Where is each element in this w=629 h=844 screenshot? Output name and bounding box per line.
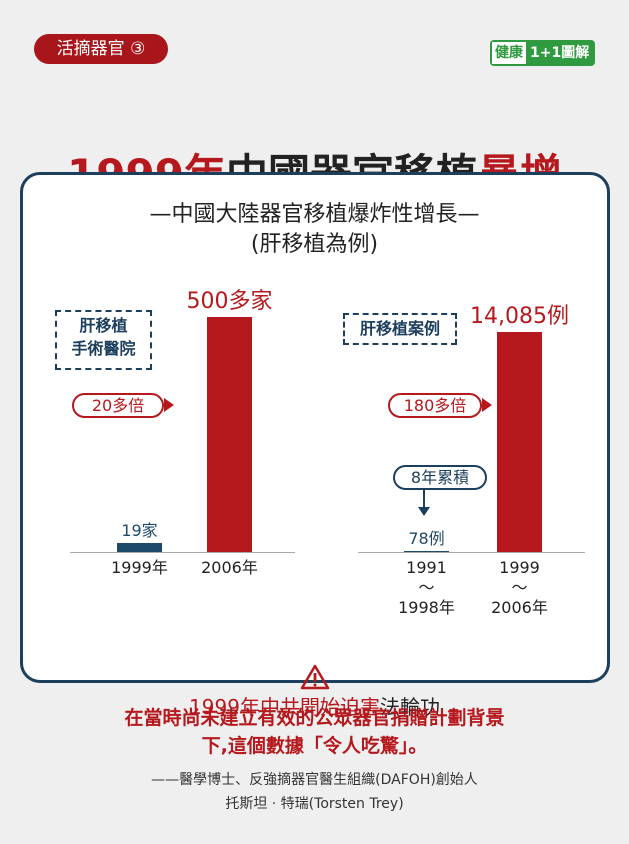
box-title: —中國大陸器官移植爆炸性增長— [0,196,629,228]
page: 活摘器官 ③ 健康 1+1圖解 1999年中國器官移植暴增 —中國大陸器官移植爆… [0,0,629,844]
warning-icon [300,664,330,690]
arrow [418,507,430,516]
value-label: 19家 [57,517,222,541]
tag: 活摘器官 ③ [34,34,168,64]
quote-source: ——醫學博士、反強摘器官醫生組織(DAFOH)創始人 托斯坦 · 特瑞(Tors… [0,768,629,816]
axis-line [70,552,295,553]
series-label: 肝移植 手術醫院 [55,310,152,370]
axis-line [358,552,585,553]
multiplier: 20多倍 [72,393,164,418]
arrow [164,398,174,412]
multiplier: 180多倍 [388,393,482,418]
note: 8年累積 [393,465,487,490]
bar [117,543,162,552]
quote: 在當時尚未建立有效的公眾器官捐贈計劃背景 下,這個數據「令人吃驚」。 [0,704,629,760]
bar [207,317,252,552]
logo: 健康 1+1圖解 [490,40,595,66]
bar [497,332,542,552]
value-label: 78例 [344,525,509,549]
value-label: 14,085例 [437,298,602,330]
arrow [423,490,425,508]
box-subtitle: (肝移植為例) [0,226,629,258]
logo-text: 1+1圖解 [526,42,593,64]
x-tick-label: 2006年 [167,558,292,578]
logo-text: 健康 [492,42,526,64]
arrow [482,398,492,412]
value-label: 500多家 [147,283,312,315]
x-tick-label: 1999 〜 2006年 [457,558,582,618]
bar [404,551,449,552]
